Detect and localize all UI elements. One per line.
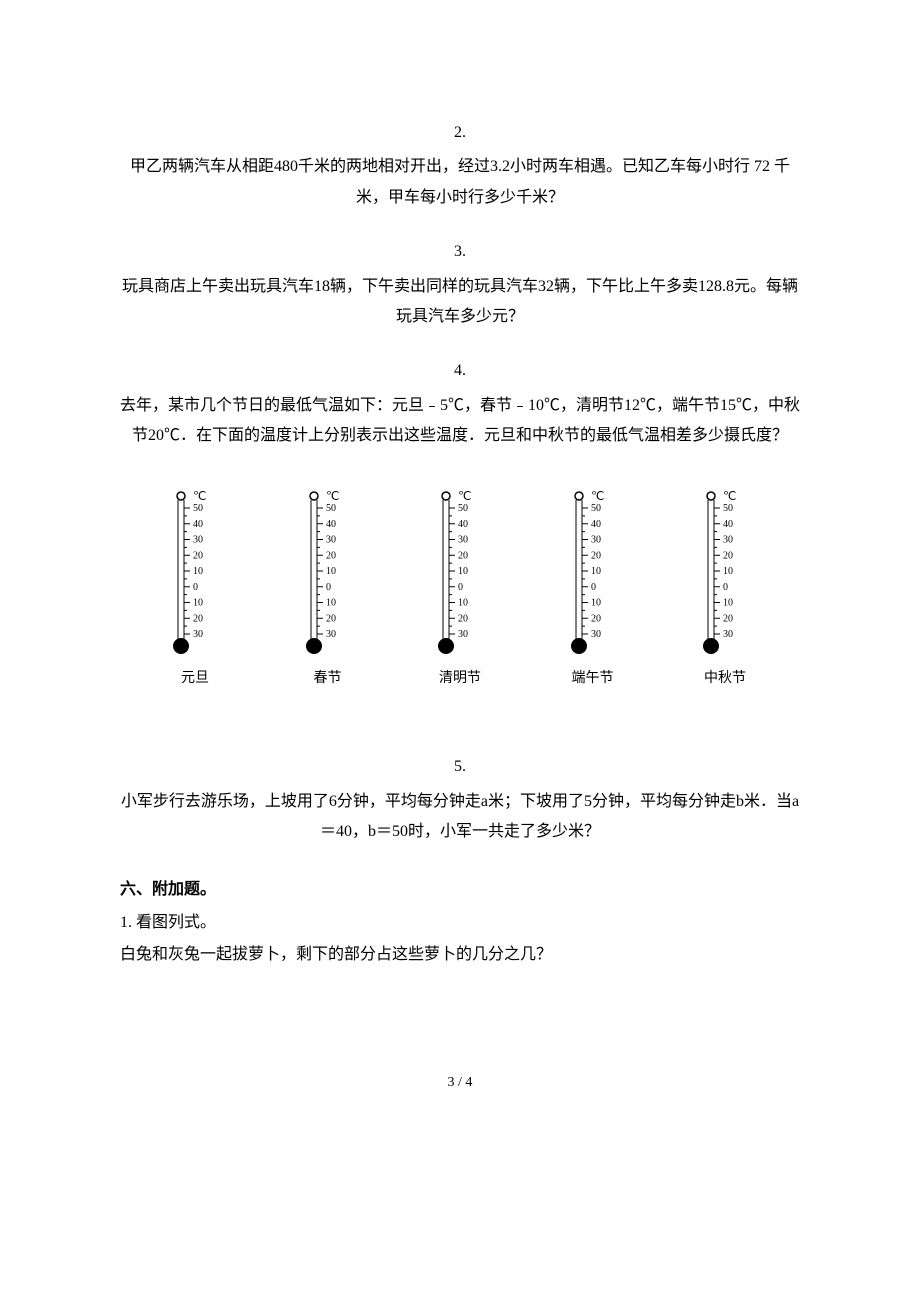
thermo-label: 端午节 — [572, 666, 614, 693]
svg-text:30: 30 — [591, 629, 601, 640]
section6-title: 六、附加题。 — [120, 875, 800, 905]
svg-text:20: 20 — [193, 613, 203, 624]
q2-text: 甲乙两辆汽车从相距480千米的两地相对开出，经过3.2小时两车相遇。已知乙车每小… — [120, 152, 800, 213]
svg-text:20: 20 — [326, 550, 336, 561]
thermo-yuandan: ℃50 40 30 20 10 0 10 20 30 元旦 — [150, 482, 240, 693]
svg-text:0: 0 — [326, 581, 331, 592]
svg-text:40: 40 — [591, 518, 601, 529]
svg-text:20: 20 — [723, 613, 733, 624]
q3-text: 玩具商店上午卖出玩具汽车18辆，下午卖出同样的玩具汽车32辆，下午比上午多卖12… — [120, 272, 800, 333]
q4-text: 去年，某市几个节日的最低气温如下：元旦﹣5℃，春节﹣10℃，清明节12℃，端午节… — [120, 391, 800, 452]
svg-text:20: 20 — [723, 550, 733, 561]
svg-text:20: 20 — [591, 613, 601, 624]
thermometer-row: ℃50403020100102030 元旦 ℃50403020100102030… — [150, 482, 770, 693]
svg-text:40: 40 — [723, 518, 733, 529]
thermo-qingming: ℃50 40 30 20 10 0 10 20 30 清明节 — [415, 482, 505, 693]
thermometer-icon: ℃50 40 30 20 10 0 10 20 30 — [695, 482, 755, 662]
svg-text:10: 10 — [458, 566, 468, 577]
svg-text:10: 10 — [458, 597, 468, 608]
svg-text:0: 0 — [723, 581, 728, 592]
section6-sub1-text: 白兔和灰兔一起拔萝卜，剩下的部分占这些萝卜的几分之几？ — [120, 940, 800, 970]
thermometer-icon: ℃50 40 30 20 10 0 10 20 30 — [430, 482, 490, 662]
thermo-duanwu: ℃50 40 30 20 10 0 10 20 30 端午节 — [548, 482, 638, 693]
svg-text:30: 30 — [458, 629, 468, 640]
q2-number: 2. — [120, 118, 800, 148]
page: 2. 甲乙两辆汽车从相距480千米的两地相对开出，经过3.2小时两车相遇。已知乙… — [0, 0, 920, 1137]
svg-text:℃: ℃ — [723, 489, 736, 503]
svg-text:10: 10 — [193, 597, 203, 608]
thermo-label: 中秋节 — [704, 666, 746, 693]
thermometer-icon: ℃50 40 30 20 10 0 10 20 30 — [563, 482, 623, 662]
svg-text:50: 50 — [326, 503, 336, 514]
thermo-label: 清明节 — [439, 666, 481, 693]
thermo-chunjie: ℃50 40 30 20 10 0 10 20 30 春节 — [283, 482, 373, 693]
svg-text:30: 30 — [193, 629, 203, 640]
svg-text:℃: ℃ — [193, 489, 206, 503]
svg-text:10: 10 — [723, 597, 733, 608]
thermometer-icon: ℃50 40 30 20 10 0 10 20 30 — [298, 482, 358, 662]
svg-text:20: 20 — [458, 613, 468, 624]
svg-text:10: 10 — [591, 597, 601, 608]
svg-text:30: 30 — [326, 534, 336, 545]
svg-text:10: 10 — [591, 566, 601, 577]
svg-text:0: 0 — [193, 581, 198, 592]
svg-text:10: 10 — [326, 597, 336, 608]
svg-text:10: 10 — [723, 566, 733, 577]
svg-text:10: 10 — [326, 566, 336, 577]
svg-text:50: 50 — [193, 503, 203, 514]
svg-text:0: 0 — [458, 581, 463, 592]
section6-sub1: 1. 看图列式。 — [120, 908, 800, 938]
svg-text:20: 20 — [326, 613, 336, 624]
svg-text:50: 50 — [458, 503, 468, 514]
thermometer-icon: ℃50 40 30 20 10 0 10 20 30 — [165, 482, 225, 662]
svg-text:30: 30 — [723, 629, 733, 640]
svg-text:℃: ℃ — [326, 489, 339, 503]
svg-text:40: 40 — [326, 518, 336, 529]
svg-text:50: 50 — [723, 503, 733, 514]
svg-text:20: 20 — [193, 550, 203, 561]
svg-text:20: 20 — [591, 550, 601, 561]
svg-text:10: 10 — [193, 566, 203, 577]
svg-text:30: 30 — [326, 629, 336, 640]
thermo-zhongqiu: ℃50 40 30 20 10 0 10 20 30 中秋节 — [680, 482, 770, 693]
svg-text:20: 20 — [458, 550, 468, 561]
thermo-label: 元旦 — [181, 666, 209, 693]
q5-text: 小军步行去游乐场，上坡用了6分钟，平均每分钟走a米；下坡用了5分钟，平均每分钟走… — [120, 787, 800, 848]
svg-text:30: 30 — [458, 534, 468, 545]
svg-text:30: 30 — [591, 534, 601, 545]
svg-text:30: 30 — [193, 534, 203, 545]
q3-number: 3. — [120, 237, 800, 267]
svg-text:50: 50 — [591, 503, 601, 514]
page-footer: 3 / 4 — [120, 1070, 800, 1097]
svg-text:℃: ℃ — [591, 489, 604, 503]
svg-text:℃: ℃ — [458, 489, 471, 503]
q4-number: 4. — [120, 356, 800, 386]
svg-text:0: 0 — [591, 581, 596, 592]
thermo-label: 春节 — [314, 666, 342, 693]
q5-number: 5. — [120, 752, 800, 782]
svg-text:40: 40 — [458, 518, 468, 529]
svg-text:40: 40 — [193, 518, 203, 529]
svg-text:30: 30 — [723, 534, 733, 545]
